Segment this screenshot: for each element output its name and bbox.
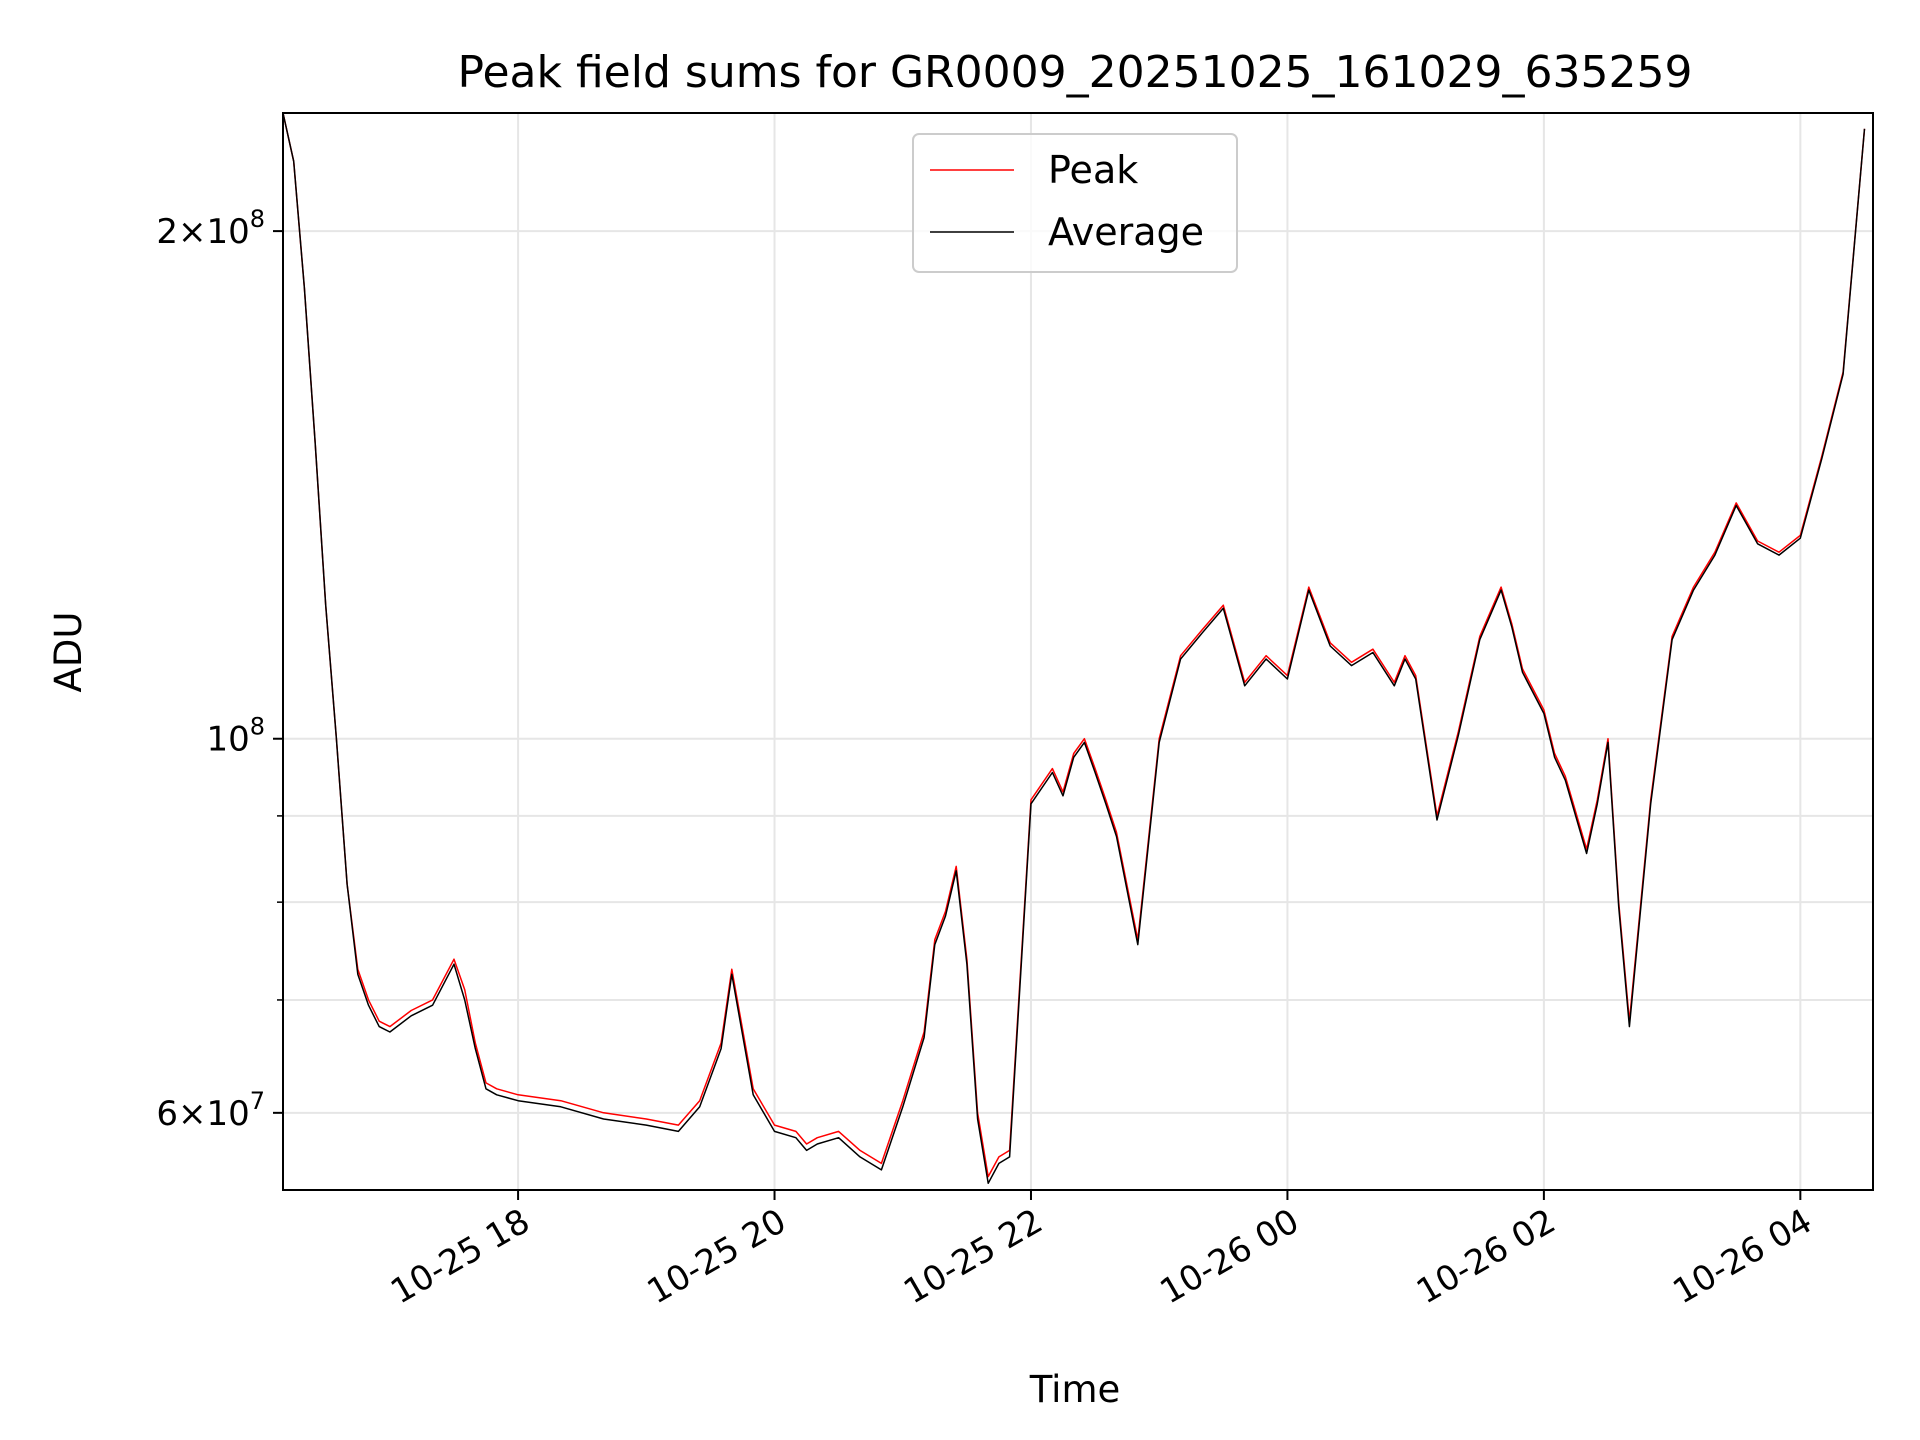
series-line-peak (282, 112, 1866, 1178)
y-tick-label: 108 (206, 713, 265, 760)
legend-box (912, 133, 1238, 273)
legend: Peak Average (912, 133, 1238, 273)
x-axis-label: Time (1029, 1368, 1121, 1411)
y-axis-label: ADU (47, 612, 90, 693)
y-axis: 6×107 108 2×108 (156, 205, 283, 1134)
series-layer (282, 112, 1866, 1185)
plot-frame (282, 112, 1874, 1191)
y-tick-label: 6×107 (156, 1087, 265, 1134)
legend-label-peak: Peak (1048, 148, 1138, 192)
legend-label-average: Average (1048, 210, 1204, 254)
chart-title: Peak field sums for GR0009_20251025_1610… (458, 47, 1693, 98)
series-line-average (282, 112, 1866, 1185)
y-tick-label: 2×108 (156, 205, 265, 252)
grid-lines (283, 113, 1873, 1190)
